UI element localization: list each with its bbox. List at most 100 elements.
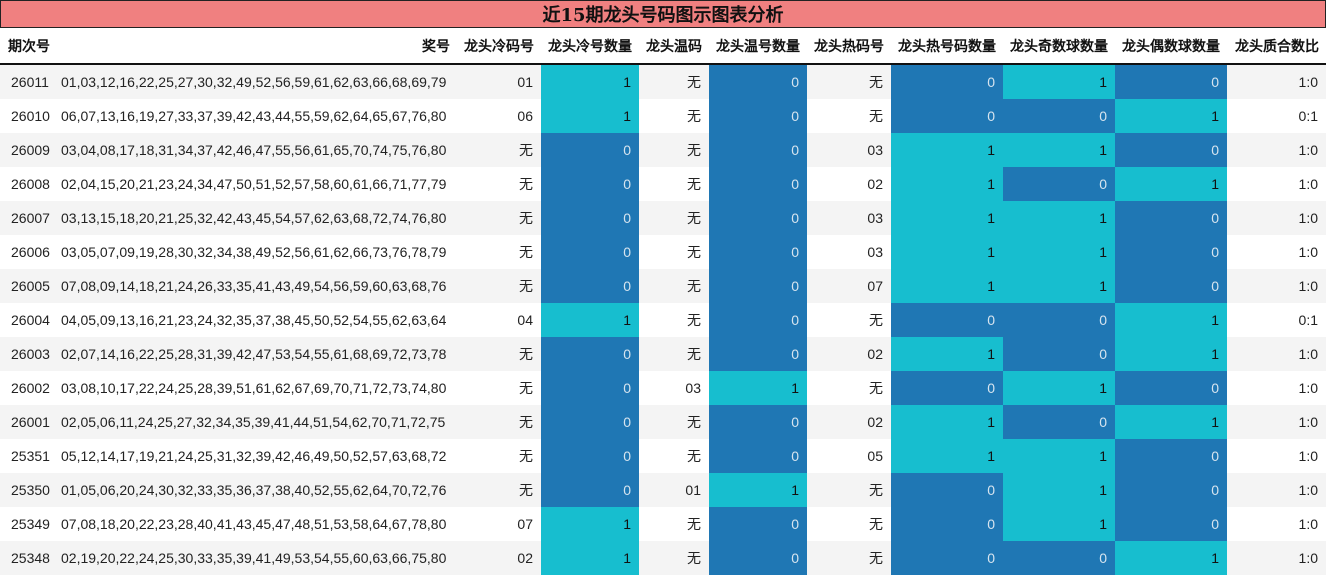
- period-cell: 26010: [0, 99, 61, 133]
- col-header-period[interactable]: 期次号: [0, 28, 61, 65]
- hot-count-cell: 0: [891, 371, 1003, 405]
- table-row[interactable]: 26009 03,04,08,17,18,31,34,37,42,46,47,55…: [0, 133, 1326, 167]
- even-count-cell: 0: [1115, 473, 1227, 507]
- odd-count-cell: 1: [1003, 507, 1115, 541]
- numbers-cell: 07,08,09,14,18,21,24,26,33,35,41,43,49,5…: [61, 269, 457, 303]
- prime-ratio-cell: 1:0: [1227, 473, 1326, 507]
- prime-ratio-cell: 1:0: [1227, 507, 1326, 541]
- numbers-cell: 02,07,14,16,22,25,28,31,39,42,47,53,54,5…: [61, 337, 457, 371]
- table-row[interactable]: 26010 06,07,13,16,19,27,33,37,39,42,43,44…: [0, 99, 1326, 133]
- even-count-cell: 1: [1115, 303, 1227, 337]
- even-count-cell: 0: [1115, 235, 1227, 269]
- hot-count-cell: 1: [891, 439, 1003, 473]
- odd-count-cell: 0: [1003, 167, 1115, 201]
- period-cell: 26006: [0, 235, 61, 269]
- warm-code-cell: 无: [639, 337, 709, 371]
- hot-code-cell: 无: [807, 473, 891, 507]
- table-row[interactable]: 26007 03,13,15,18,20,21,25,32,42,43,45,54…: [0, 201, 1326, 235]
- numbers-cell: 06,07,13,16,19,27,33,37,39,42,43,44,55,5…: [61, 99, 457, 133]
- cold-code-cell: 无: [457, 235, 541, 269]
- cold-count-cell: 1: [541, 541, 639, 575]
- warm-count-cell: 0: [709, 64, 807, 99]
- prime-ratio-cell: 1:0: [1227, 269, 1326, 303]
- hot-code-cell: 03: [807, 235, 891, 269]
- odd-count-cell: 0: [1003, 337, 1115, 371]
- header-row: 期次号 奖号 龙头冷码号 龙头冷号数量 龙头温码 龙头温号数量 龙头热码号 龙头…: [0, 28, 1326, 65]
- hot-code-cell: 03: [807, 133, 891, 167]
- hot-count-cell: 1: [891, 201, 1003, 235]
- odd-count-cell: 1: [1003, 371, 1115, 405]
- prime-ratio-cell: 0:1: [1227, 303, 1326, 337]
- table-row[interactable]: 26001 02,05,06,11,24,25,27,32,34,35,39,41…: [0, 405, 1326, 439]
- numbers-cell: 03,05,07,09,19,28,30,32,34,38,49,52,56,6…: [61, 235, 457, 269]
- prime-ratio-cell: 1:0: [1227, 133, 1326, 167]
- col-header-numbers[interactable]: 奖号: [61, 28, 457, 65]
- warm-count-cell: 0: [709, 439, 807, 473]
- table-row[interactable]: 26011 01,03,12,16,22,25,27,30,32,49,52,56…: [0, 64, 1326, 99]
- odd-count-cell: 1: [1003, 269, 1115, 303]
- numbers-cell: 03,13,15,18,20,21,25,32,42,43,45,54,57,6…: [61, 201, 457, 235]
- table-row[interactable]: 26002 03,08,10,17,22,24,25,28,39,51,61,62…: [0, 371, 1326, 405]
- cold-code-cell: 无: [457, 133, 541, 167]
- col-header-cold-code[interactable]: 龙头冷码号: [457, 28, 541, 65]
- period-cell: 26008: [0, 167, 61, 201]
- even-count-cell: 0: [1115, 507, 1227, 541]
- warm-count-cell: 0: [709, 167, 807, 201]
- warm-count-cell: 0: [709, 507, 807, 541]
- numbers-cell: 02,05,06,11,24,25,27,32,34,35,39,41,44,5…: [61, 405, 457, 439]
- warm-code-cell: 01: [639, 473, 709, 507]
- table-row[interactable]: 25350 01,05,06,20,24,30,32,33,35,36,37,38…: [0, 473, 1326, 507]
- cold-count-cell: 0: [541, 405, 639, 439]
- even-count-cell: 1: [1115, 167, 1227, 201]
- prime-ratio-cell: 1:0: [1227, 371, 1326, 405]
- table-row[interactable]: 25351 05,12,14,17,19,21,24,25,31,32,39,42…: [0, 439, 1326, 473]
- hot-code-cell: 02: [807, 337, 891, 371]
- warm-code-cell: 无: [639, 439, 709, 473]
- col-header-warm-code[interactable]: 龙头温码: [639, 28, 709, 65]
- prime-ratio-cell: 1:0: [1227, 439, 1326, 473]
- col-header-hot-code[interactable]: 龙头热码号: [807, 28, 891, 65]
- col-header-even-count[interactable]: 龙头偶数球数量: [1115, 28, 1227, 65]
- table-row[interactable]: 26008 02,04,15,20,21,23,24,34,47,50,51,52…: [0, 167, 1326, 201]
- hot-count-cell: 1: [891, 269, 1003, 303]
- col-header-hot-count[interactable]: 龙头热号码数量: [891, 28, 1003, 65]
- hot-code-cell: 无: [807, 99, 891, 133]
- table-row[interactable]: 26003 02,07,14,16,22,25,28,31,39,42,47,53…: [0, 337, 1326, 371]
- cold-code-cell: 无: [457, 473, 541, 507]
- period-cell: 26007: [0, 201, 61, 235]
- even-count-cell: 0: [1115, 64, 1227, 99]
- cold-code-cell: 06: [457, 99, 541, 133]
- period-cell: 26003: [0, 337, 61, 371]
- numbers-cell: 04,05,09,13,16,21,23,24,32,35,37,38,45,5…: [61, 303, 457, 337]
- even-count-cell: 0: [1115, 371, 1227, 405]
- cold-code-cell: 02: [457, 541, 541, 575]
- even-count-cell: 1: [1115, 337, 1227, 371]
- hot-count-cell: 1: [891, 167, 1003, 201]
- hot-code-cell: 05: [807, 439, 891, 473]
- warm-count-cell: 0: [709, 405, 807, 439]
- col-header-warm-count[interactable]: 龙头温号数量: [709, 28, 807, 65]
- col-header-odd-count[interactable]: 龙头奇数球数量: [1003, 28, 1115, 65]
- odd-count-cell: 0: [1003, 405, 1115, 439]
- cold-count-cell: 1: [541, 64, 639, 99]
- warm-code-cell: 无: [639, 201, 709, 235]
- warm-code-cell: 无: [639, 303, 709, 337]
- table-row[interactable]: 26006 03,05,07,09,19,28,30,32,34,38,49,52…: [0, 235, 1326, 269]
- col-header-prime-ratio[interactable]: 龙头质合数比: [1227, 28, 1326, 65]
- table-row[interactable]: 26004 04,05,09,13,16,21,23,24,32,35,37,38…: [0, 303, 1326, 337]
- warm-count-cell: 1: [709, 473, 807, 507]
- cold-code-cell: 04: [457, 303, 541, 337]
- warm-code-cell: 无: [639, 269, 709, 303]
- col-header-cold-count[interactable]: 龙头冷号数量: [541, 28, 639, 65]
- hot-count-cell: 1: [891, 405, 1003, 439]
- hot-code-cell: 02: [807, 405, 891, 439]
- table-row[interactable]: 25348 02,19,20,22,24,25,30,33,35,39,41,49…: [0, 541, 1326, 575]
- prime-ratio-cell: 1:0: [1227, 167, 1326, 201]
- hot-count-cell: 0: [891, 303, 1003, 337]
- table-row[interactable]: 25349 07,08,18,20,22,23,28,40,41,43,45,47…: [0, 507, 1326, 541]
- cold-count-cell: 0: [541, 337, 639, 371]
- numbers-cell: 01,05,06,20,24,30,32,33,35,36,37,38,40,5…: [61, 473, 457, 507]
- table-row[interactable]: 26005 07,08,09,14,18,21,24,26,33,35,41,43…: [0, 269, 1326, 303]
- period-cell: 26009: [0, 133, 61, 167]
- cold-count-cell: 0: [541, 371, 639, 405]
